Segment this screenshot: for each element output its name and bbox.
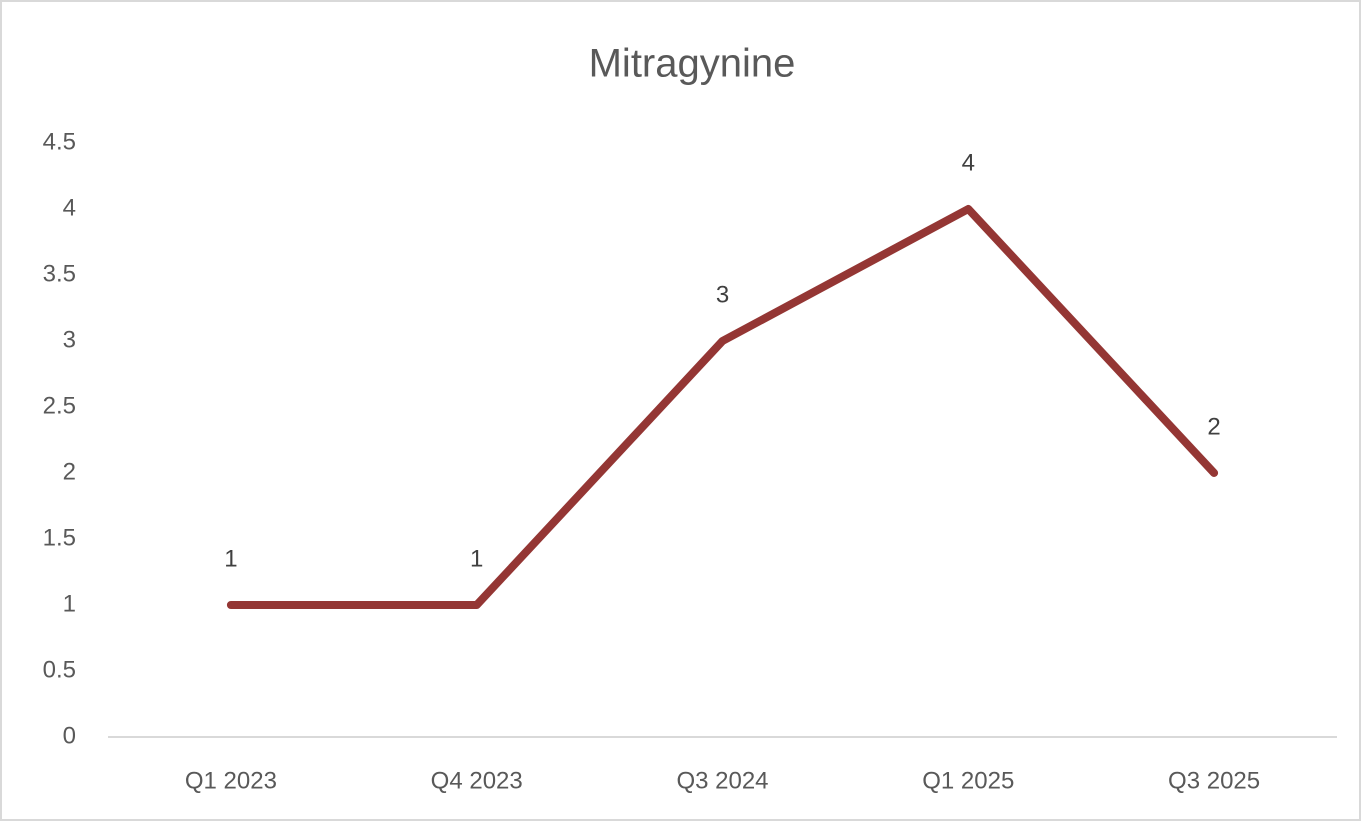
- data-line: [226, 205, 1219, 609]
- y-tick-label: 4.5: [43, 128, 76, 155]
- y-tick-label: 4: [63, 194, 76, 221]
- x-tick-label: Q3 2024: [676, 767, 768, 794]
- data-label: 2: [1207, 413, 1220, 440]
- data-label: 1: [224, 545, 237, 572]
- y-tick-label: 2.5: [43, 392, 76, 419]
- x-tick-label: Q4 2023: [431, 767, 523, 794]
- y-tick-label: 1: [63, 590, 76, 617]
- y-tick-label: 3: [63, 326, 76, 353]
- y-tick-label: 3.5: [43, 260, 76, 287]
- y-tick-label: 0: [63, 722, 76, 749]
- y-tick-label: 0.5: [43, 656, 76, 683]
- x-tick-label: Q1 2025: [922, 767, 1014, 794]
- data-label: 3: [716, 281, 729, 308]
- y-tick-label: 1.5: [43, 524, 76, 551]
- data-label: 4: [962, 149, 975, 176]
- x-tick-label: Q1 2023: [185, 767, 277, 794]
- chart-title: Mitragynine: [589, 42, 796, 86]
- data-label: 1: [470, 545, 483, 572]
- x-tick-label: Q3 2025: [1168, 767, 1260, 794]
- y-tick-label: 2: [63, 458, 76, 485]
